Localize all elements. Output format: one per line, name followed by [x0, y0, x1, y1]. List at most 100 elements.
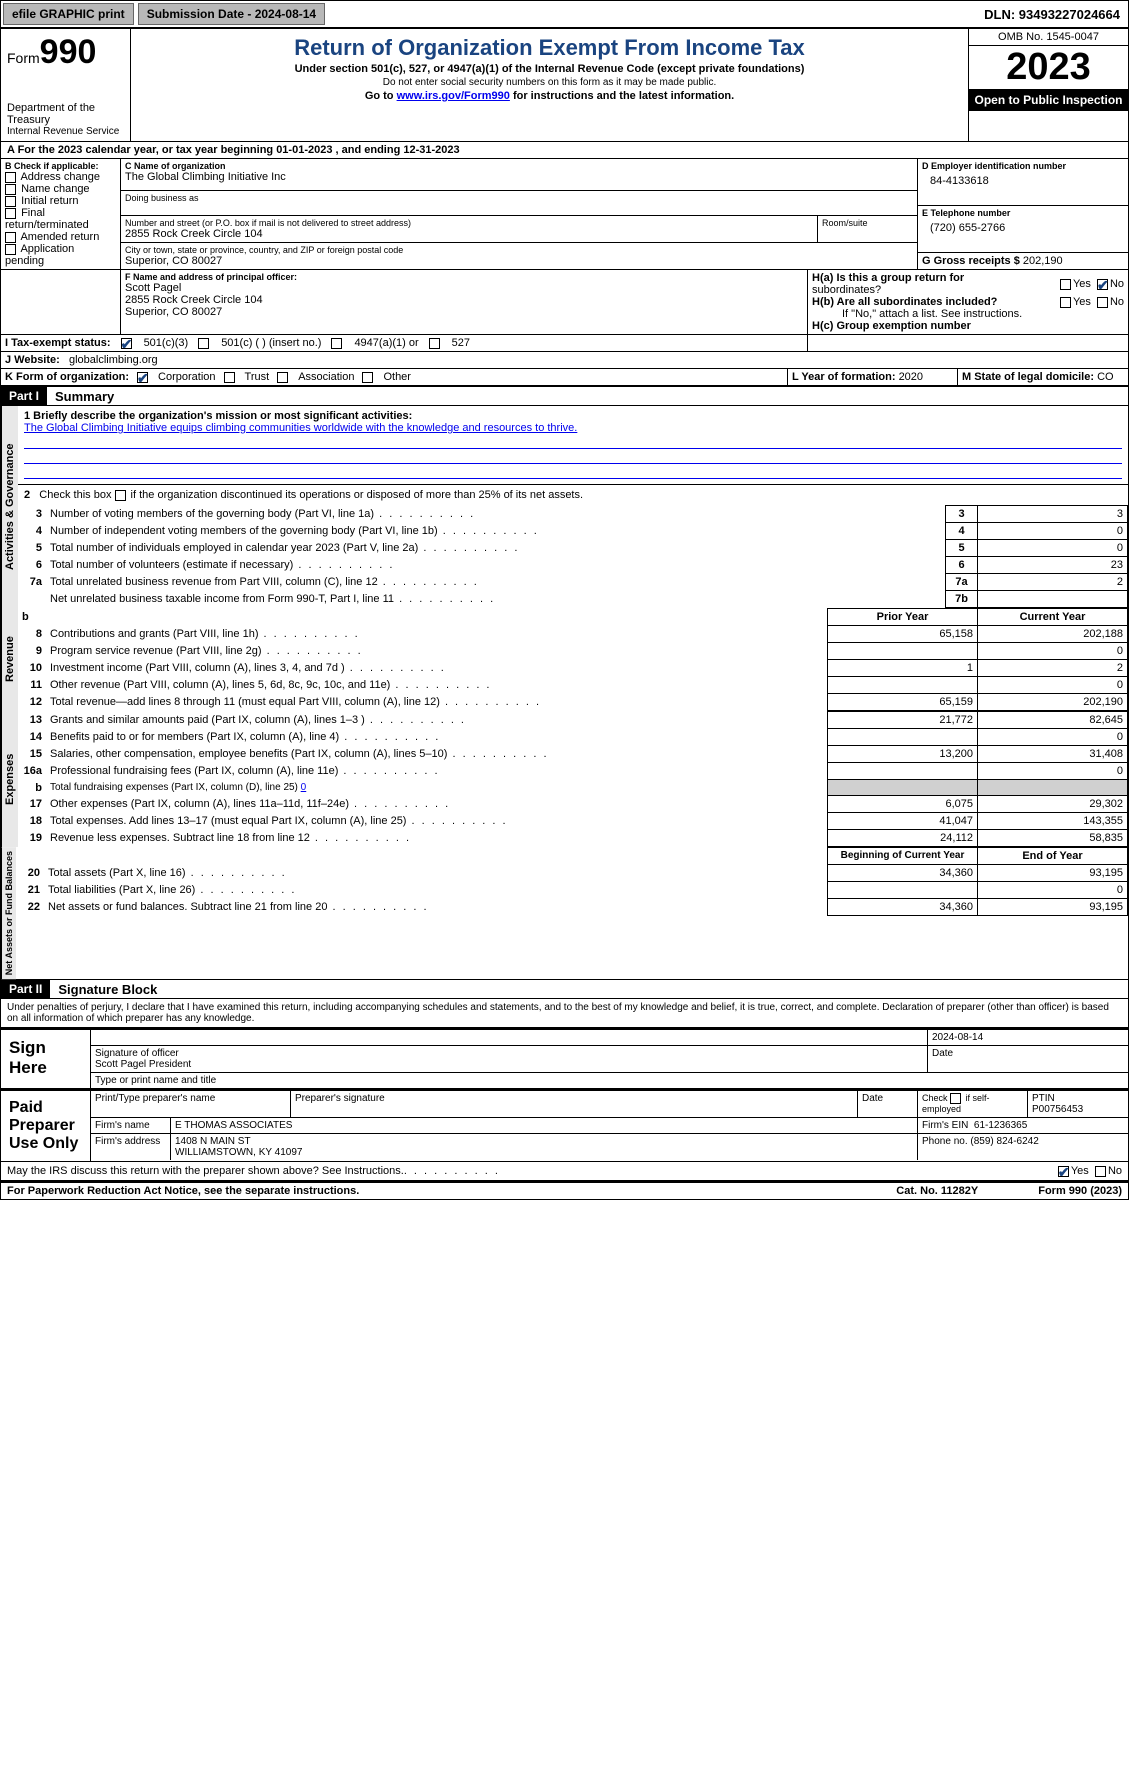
paid-preparer-label: Paid Preparer Use Only	[1, 1091, 91, 1161]
line2: 2 Check this box if the organization dis…	[24, 489, 583, 501]
cb-self-employed[interactable]	[950, 1093, 961, 1104]
vlabel-governance: Activities & Governance	[1, 406, 18, 608]
cb-amended[interactable]	[5, 232, 16, 243]
governance-table: 3 Number of voting members of the govern…	[18, 505, 1128, 608]
firm-ein-label: Firm's EIN	[922, 1120, 968, 1131]
phone-value: (720) 655-2766	[922, 218, 1124, 238]
part1-header: Part I	[1, 387, 47, 405]
cb-ha-yes[interactable]	[1060, 279, 1071, 290]
hb-note: If "No," attach a list. See instructions…	[812, 308, 1124, 320]
firm-addr2: WILLIAMSTOWN, KY 41097	[175, 1147, 302, 1158]
lbl-corp: Corporation	[158, 371, 215, 383]
efile-button[interactable]: efile GRAPHIC print	[3, 3, 134, 25]
prep-date-label: Date	[858, 1091, 918, 1117]
cb-discontinued[interactable]	[115, 490, 126, 501]
cb-assoc[interactable]	[277, 372, 288, 383]
vlabel-revenue: Revenue	[1, 608, 18, 711]
cb-final-return[interactable]	[5, 208, 16, 219]
org-name-label: C Name of organization	[125, 161, 913, 171]
firm-name: E THOMAS ASSOCIATES	[171, 1118, 918, 1133]
cb-name-change[interactable]	[5, 184, 16, 195]
cb-501c3[interactable]	[121, 338, 132, 349]
open-public: Open to Public Inspection	[969, 89, 1128, 111]
city-label: City or town, state or province, country…	[125, 245, 913, 255]
prep-sig-label: Preparer's signature	[291, 1091, 858, 1117]
cb-hb-no[interactable]	[1097, 297, 1108, 308]
cb-4947[interactable]	[331, 338, 342, 349]
cb-527[interactable]	[429, 338, 440, 349]
room-label: Room/suite	[822, 218, 913, 228]
form-label: Form	[7, 50, 40, 66]
goto-prefix: Go to	[365, 90, 397, 102]
form-org-label: K Form of organization:	[5, 371, 129, 383]
box-b-title: B Check if applicable:	[5, 161, 116, 171]
goto-line: Go to www.irs.gov/Form990 for instructio…	[135, 90, 964, 102]
sig-officer-label: Signature of officer	[95, 1048, 923, 1059]
top-bar: efile GRAPHIC print Submission Date - 20…	[0, 0, 1129, 29]
net-assets-table: Beginning of Current Year End of Year20 …	[16, 847, 1128, 916]
officer-name: Scott Pagel	[125, 282, 803, 294]
officer-label: F Name and address of principal officer:	[125, 272, 803, 282]
cb-501c[interactable]	[198, 338, 209, 349]
cb-hb-yes[interactable]	[1060, 297, 1071, 308]
lbl-amended: Amended return	[20, 231, 99, 243]
ha-label: H(a) Is this a group return for	[812, 272, 964, 284]
lbl-527: 527	[452, 337, 470, 349]
lbl-4947: 4947(a)(1) or	[354, 337, 418, 349]
org-name: The Global Climbing Initiative Inc	[125, 171, 913, 183]
firm-addr-label: Firm's address	[91, 1134, 171, 1160]
mission-label: 1 Briefly describe the organization's mi…	[24, 410, 1122, 422]
hb-label: H(b) Are all subordinates included?	[812, 296, 1060, 308]
goto-suffix: for instructions and the latest informat…	[510, 90, 734, 102]
website-label: J Website:	[5, 354, 60, 366]
form-number: 990	[40, 33, 97, 71]
cb-app-pending[interactable]	[5, 244, 16, 255]
cb-initial-return[interactable]	[5, 196, 16, 207]
vlabel-net: Net Assets or Fund Balances	[1, 847, 16, 979]
domicile-label: M State of legal domicile:	[962, 371, 1097, 383]
lbl-discuss-no: No	[1108, 1165, 1122, 1177]
firm-addr1: 1408 N MAIN ST	[175, 1136, 251, 1147]
cb-discuss-yes[interactable]	[1058, 1166, 1069, 1177]
ein-value: 84-4133618	[922, 171, 1124, 191]
officer-addr1: 2855 Rock Creek Circle 104	[125, 294, 803, 306]
cb-other[interactable]	[362, 372, 373, 383]
sig-date-label: Date	[928, 1046, 1128, 1072]
cat-no: Cat. No. 11282Y	[896, 1185, 978, 1197]
cb-trust[interactable]	[224, 372, 235, 383]
ptin-value: P00756453	[1032, 1104, 1124, 1115]
year-formation: 2020	[899, 371, 923, 383]
submission-date: Submission Date - 2024-08-14	[138, 3, 325, 25]
self-emp-check: Check if self-employed	[922, 1093, 990, 1114]
lbl-yes2: Yes	[1073, 296, 1091, 308]
page-footer: For Paperwork Reduction Act Notice, see …	[0, 1181, 1129, 1200]
irs-link[interactable]: www.irs.gov/Form990	[397, 90, 510, 102]
lbl-other: Other	[383, 371, 411, 383]
type-name-label: Type or print name and title	[91, 1073, 220, 1088]
city-state-zip: Superior, CO 80027	[125, 255, 913, 267]
part1-title: Summary	[47, 389, 114, 404]
paperwork-notice: For Paperwork Reduction Act Notice, see …	[7, 1185, 359, 1197]
officer-addr2: Superior, CO 80027	[125, 306, 803, 318]
ptin-label: PTIN	[1032, 1093, 1124, 1104]
part2-title: Signature Block	[50, 982, 157, 997]
lbl-501c3: 501(c)(3)	[144, 337, 189, 349]
cb-discuss-no[interactable]	[1095, 1166, 1106, 1177]
firm-phone-label: Phone no.	[922, 1136, 968, 1147]
addr-label: Number and street (or P.O. box if mail i…	[125, 218, 813, 228]
firm-ein: 61-1236365	[974, 1120, 1027, 1131]
cb-corp[interactable]	[137, 372, 148, 383]
vlabel-expenses: Expenses	[1, 711, 18, 847]
firm-name-label: Firm's name	[91, 1118, 171, 1133]
dept-treasury: Department of the Treasury	[7, 102, 124, 126]
may-irs-discuss: May the IRS discuss this return with the…	[7, 1165, 404, 1177]
paid-preparer-section: Paid Preparer Use Only Print/Type prepar…	[0, 1089, 1129, 1162]
domicile: CO	[1097, 371, 1114, 383]
cb-ha-no[interactable]	[1097, 279, 1108, 290]
omb-number: OMB No. 1545-0047	[969, 29, 1128, 46]
irs-label: Internal Revenue Service	[7, 126, 124, 137]
hc-label: H(c) Group exemption number	[812, 320, 1124, 332]
cb-address-change[interactable]	[5, 172, 16, 183]
sig-officer-name: Scott Pagel President	[95, 1059, 923, 1070]
lbl-trust: Trust	[245, 371, 270, 383]
